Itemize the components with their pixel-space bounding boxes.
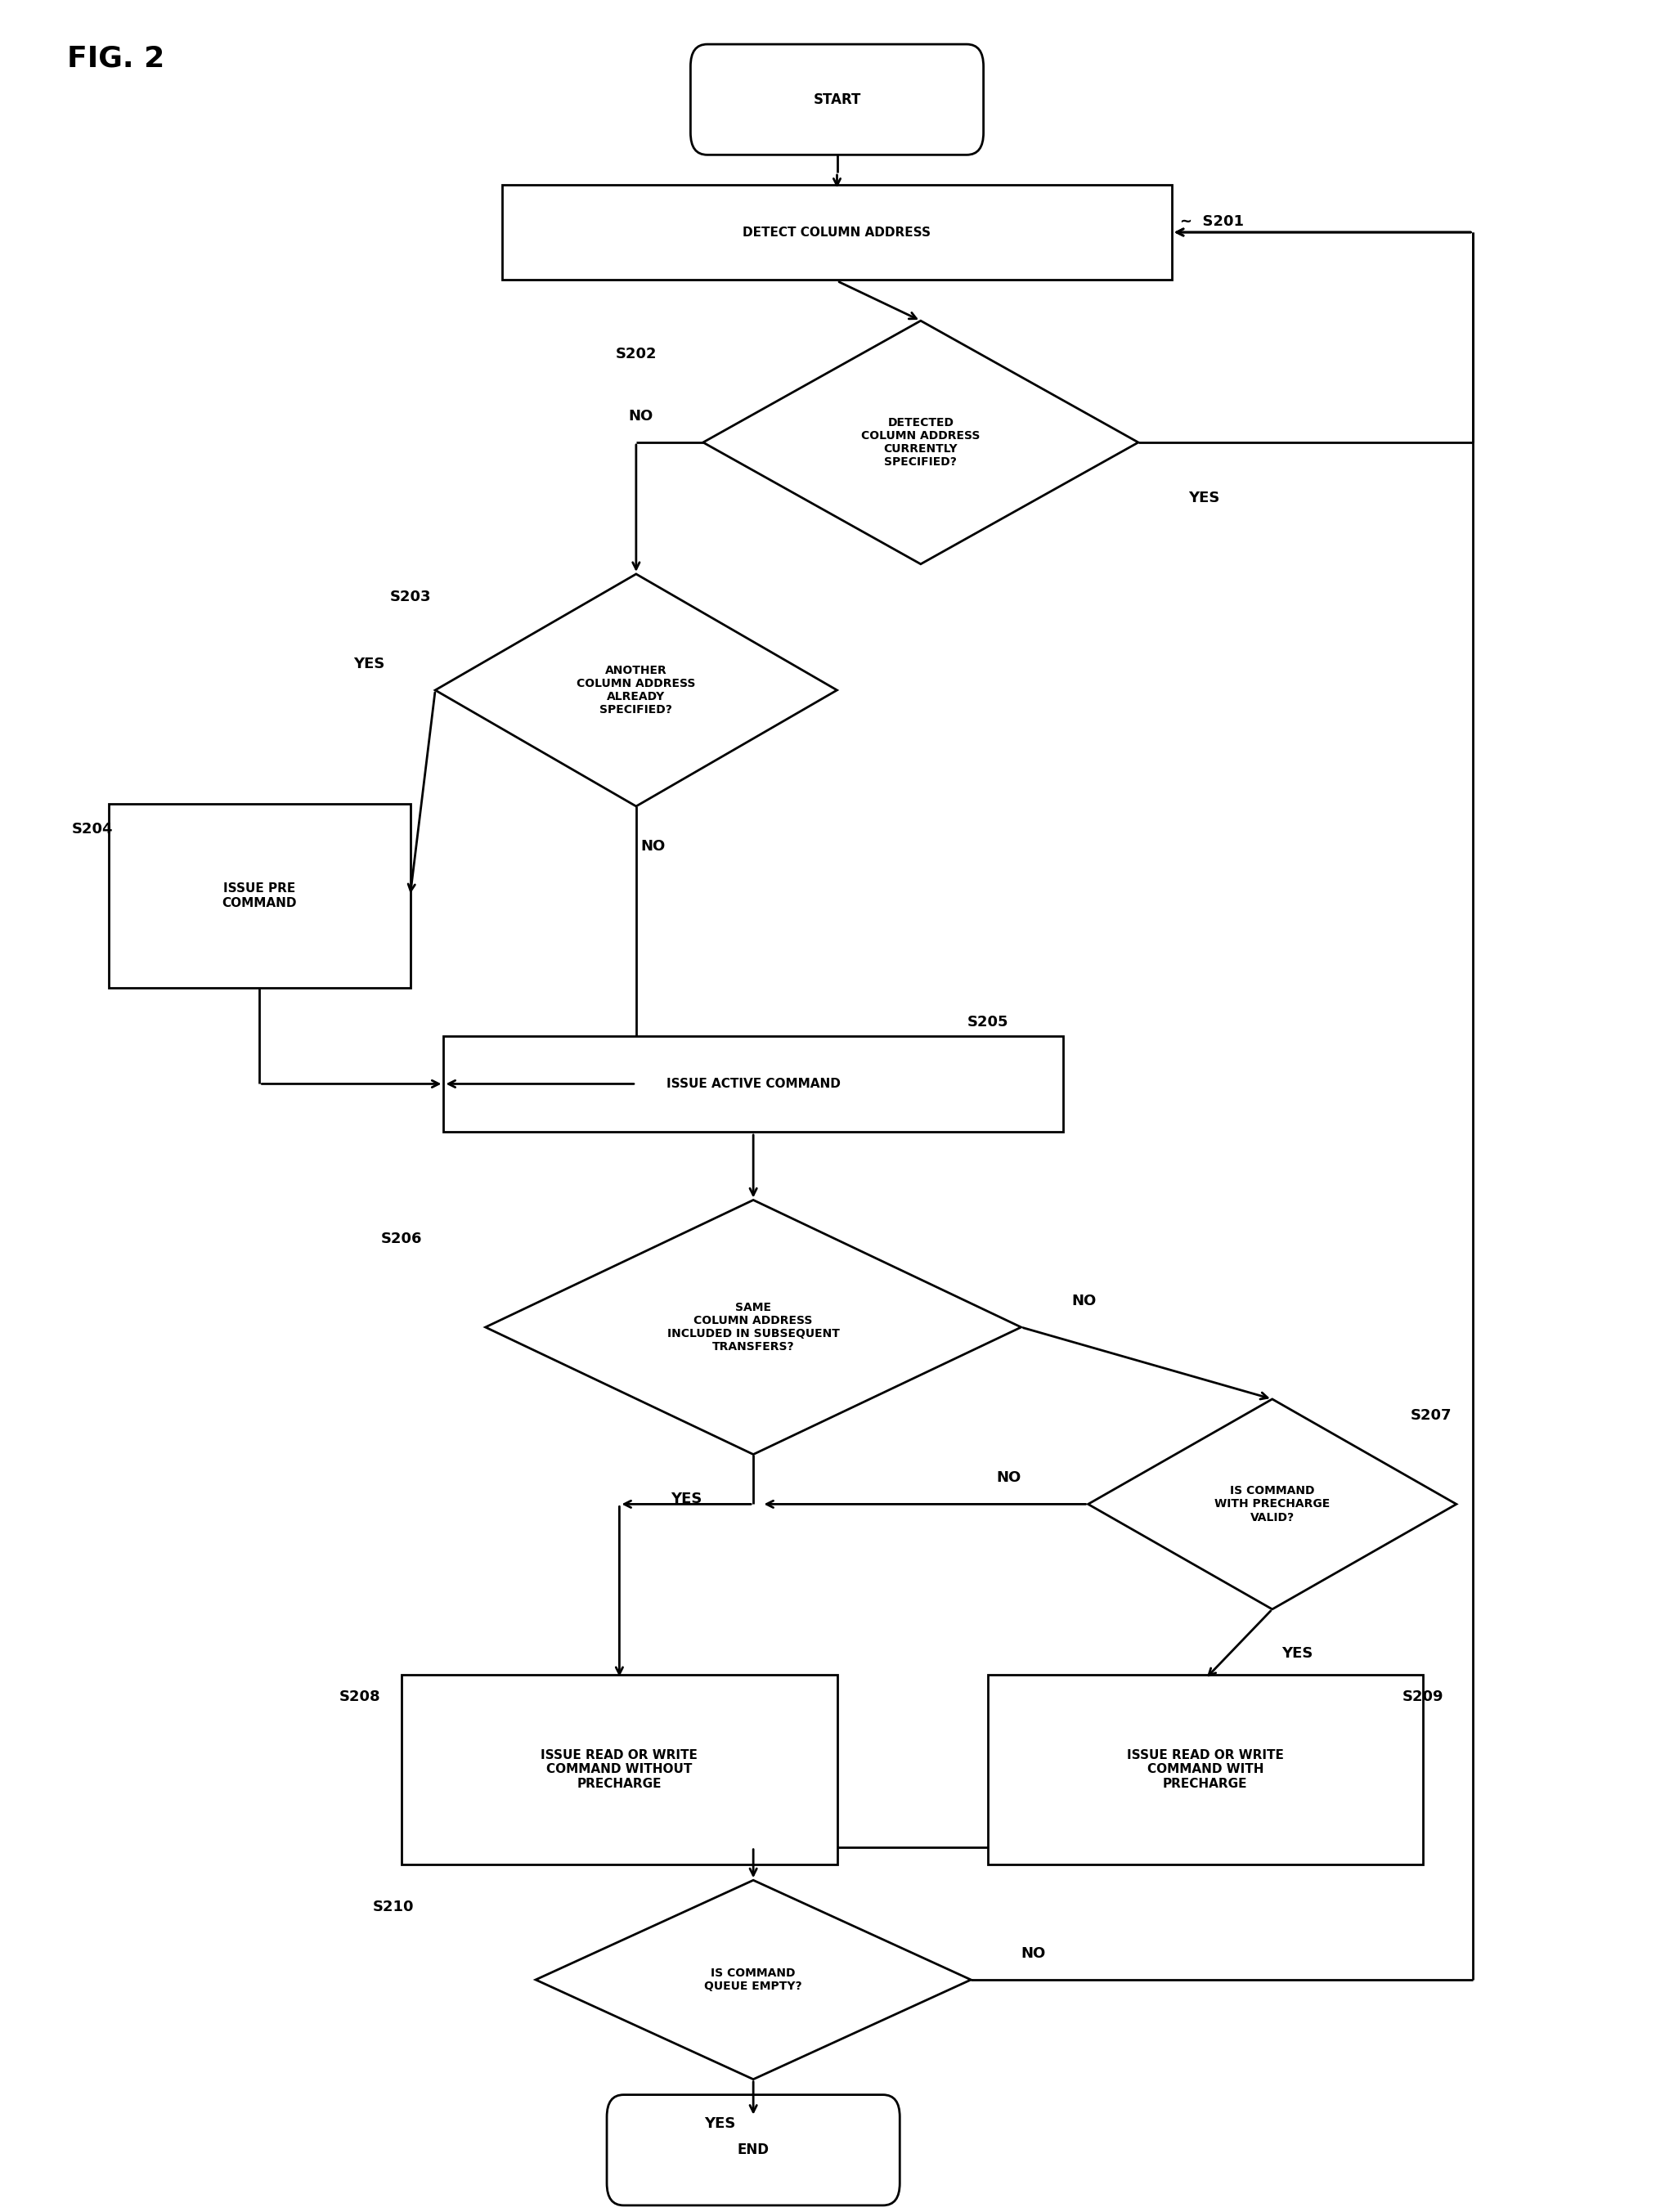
FancyBboxPatch shape: [690, 44, 983, 155]
Text: END: END: [737, 2143, 770, 2157]
Text: ISSUE READ OR WRITE
COMMAND WITHOUT
PRECHARGE: ISSUE READ OR WRITE COMMAND WITHOUT PREC…: [541, 1750, 698, 1790]
Text: YES: YES: [353, 657, 385, 670]
Text: ~  S201: ~ S201: [1180, 215, 1244, 228]
Text: START: START: [814, 93, 860, 106]
Polygon shape: [485, 1199, 1021, 1455]
Text: S210: S210: [373, 1900, 413, 1913]
Text: S205: S205: [968, 1015, 1008, 1029]
Text: ANOTHER
COLUMN ADDRESS
ALREADY
SPECIFIED?: ANOTHER COLUMN ADDRESS ALREADY SPECIFIED…: [576, 664, 696, 717]
Text: NO: NO: [996, 1471, 1021, 1484]
Text: YES: YES: [671, 1491, 701, 1506]
Polygon shape: [435, 575, 837, 807]
Text: ISSUE ACTIVE COMMAND: ISSUE ACTIVE COMMAND: [666, 1077, 840, 1091]
Text: IS COMMAND
QUEUE EMPTY?: IS COMMAND QUEUE EMPTY?: [705, 1966, 802, 1993]
Text: ISSUE PRE
COMMAND: ISSUE PRE COMMAND: [223, 883, 296, 909]
Bar: [444, 1037, 1063, 1133]
Text: YES: YES: [705, 2117, 735, 2130]
Text: S206: S206: [382, 1232, 422, 1245]
Bar: [109, 805, 410, 989]
Polygon shape: [703, 321, 1138, 564]
Polygon shape: [536, 1880, 971, 2079]
Text: NO: NO: [628, 409, 653, 422]
Text: S204: S204: [72, 823, 112, 836]
Text: FIG. 2: FIG. 2: [67, 44, 164, 73]
Text: S202: S202: [616, 347, 656, 361]
Text: YES: YES: [1189, 491, 1220, 504]
Text: NO: NO: [1021, 1947, 1046, 1960]
Text: S209: S209: [1403, 1690, 1443, 1703]
Text: S207: S207: [1411, 1409, 1451, 1422]
Text: YES: YES: [1282, 1646, 1312, 1661]
Text: IS COMMAND
WITH PRECHARGE
VALID?: IS COMMAND WITH PRECHARGE VALID?: [1214, 1484, 1331, 1524]
Bar: [402, 1674, 837, 1865]
Polygon shape: [1088, 1400, 1456, 1610]
Text: DETECT COLUMN ADDRESS: DETECT COLUMN ADDRESS: [743, 226, 931, 239]
Text: NO: NO: [1071, 1294, 1096, 1307]
Text: S208: S208: [340, 1690, 380, 1703]
Bar: [502, 186, 1172, 281]
Text: SAME
COLUMN ADDRESS
INCLUDED IN SUBSEQUENT
TRANSFERS?: SAME COLUMN ADDRESS INCLUDED IN SUBSEQUE…: [666, 1301, 840, 1354]
FancyBboxPatch shape: [606, 2095, 901, 2205]
Text: S203: S203: [390, 591, 430, 604]
Text: DETECTED
COLUMN ADDRESS
CURRENTLY
SPECIFIED?: DETECTED COLUMN ADDRESS CURRENTLY SPECIF…: [860, 416, 981, 469]
Text: NO: NO: [641, 838, 665, 854]
Bar: [988, 1674, 1423, 1865]
Text: ISSUE READ OR WRITE
COMMAND WITH
PRECHARGE: ISSUE READ OR WRITE COMMAND WITH PRECHAR…: [1127, 1750, 1284, 1790]
